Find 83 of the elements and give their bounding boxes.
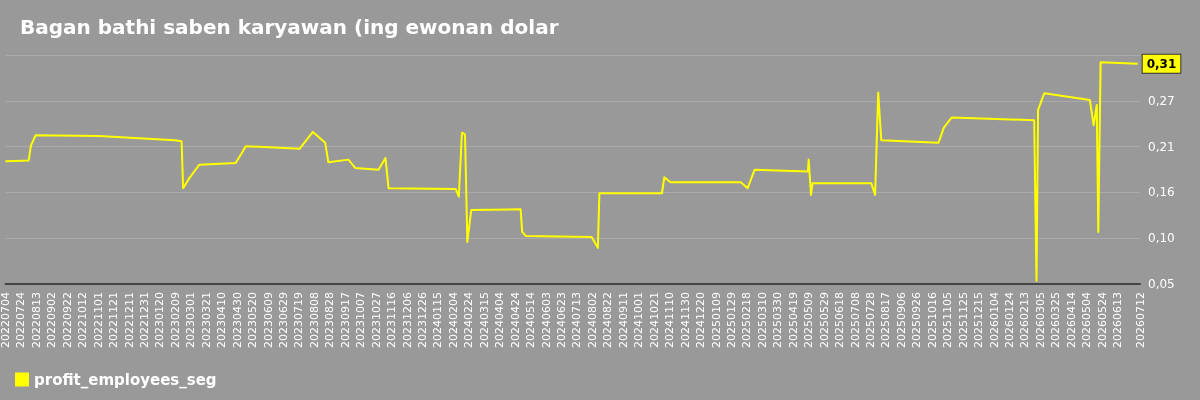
x-tick-label: 20221231 [138, 292, 152, 348]
x-tick-label: 20250728 [863, 292, 877, 348]
x-tick-label: 20240115 [431, 292, 445, 348]
x-tick-label: 20231206 [400, 292, 414, 348]
x-tick-label: 20250529 [817, 292, 831, 348]
x-tick-label: 20241021 [647, 292, 661, 348]
x-tick-label: 20250817 [879, 292, 893, 348]
x-tick-label: 20220922 [60, 292, 74, 348]
x-tick-label: 20240802 [585, 292, 599, 348]
y-tick-label: 0,10 [1148, 231, 1175, 246]
legend-label: profit_employees_seg [34, 370, 217, 389]
y-tick-label: 0,16 [1148, 185, 1175, 200]
x-tick-label: 20220724 [14, 292, 28, 348]
x-tick-label: 20260414 [1064, 292, 1078, 348]
x-tick-label: 20230430 [230, 292, 244, 348]
x-tick-label: 20260305 [1033, 292, 1047, 348]
x-tick-label: 20230808 [307, 292, 321, 348]
x-tick-label: 20251016 [925, 292, 939, 348]
x-tick-label: 20260712 [1133, 292, 1147, 348]
x-tick-label: 20230917 [338, 292, 352, 348]
x-tick-label: 20250509 [802, 292, 816, 348]
x-tick-label: 20260124 [1002, 292, 1016, 348]
x-tick-label: 20260504 [1080, 292, 1094, 348]
x-tick-label: 20250926 [910, 292, 924, 348]
x-tick-label: 20220813 [29, 292, 43, 348]
x-tick-label: 20230301 [184, 292, 198, 348]
x-tick-label: 20241001 [632, 292, 646, 348]
x-tick-label: 20240623 [555, 292, 569, 348]
x-tick-label: 20260524 [1095, 292, 1109, 348]
x-tick-label: 20231226 [416, 292, 430, 348]
x-tick-label: 20250310 [755, 292, 769, 348]
x-tick-label: 20250109 [709, 292, 723, 348]
data-label: 0,31 [1146, 56, 1177, 71]
x-tick-label: 20221101 [91, 292, 105, 348]
x-tick-label: 20240603 [539, 292, 553, 348]
x-tick-label: 20241220 [694, 292, 708, 348]
y-tick-label: 0,27 [1148, 93, 1175, 108]
x-tick-label: 20250419 [786, 292, 800, 348]
x-tick-label: 20251105 [941, 292, 955, 348]
x-tick-label: 20250218 [740, 292, 754, 348]
x-tick-label: 20250129 [724, 292, 738, 348]
x-tick-label: 20220704 [0, 292, 12, 348]
x-tick-label: 20241130 [678, 292, 692, 348]
x-tick-label: 20250708 [848, 292, 862, 348]
x-tick-label: 20230520 [246, 292, 260, 348]
x-tick-label: 20251215 [972, 292, 986, 348]
x-tick-label: 20241110 [663, 292, 677, 348]
x-tick-label: 20231007 [354, 292, 368, 348]
x-tick-label: 20240822 [601, 292, 615, 348]
x-tick-label: 20230609 [261, 292, 275, 348]
x-tick-label: 20240315 [477, 292, 491, 348]
x-tick-label: 20230410 [215, 292, 229, 348]
x-tick-label: 20221012 [76, 292, 90, 348]
x-tick-label: 20221211 [122, 292, 136, 348]
y-tick-label: 0,05 [1148, 277, 1175, 291]
x-tick-label: 20231027 [369, 292, 383, 348]
y-tick-label: 0,21 [1148, 139, 1175, 154]
x-tick-label: 20250906 [894, 292, 908, 348]
line-series [4, 61, 1139, 282]
x-tick-label: 20240204 [446, 292, 460, 348]
x-tick-label: 20220902 [45, 292, 59, 348]
x-tick-label: 20230321 [199, 292, 213, 348]
chart-title: Bagan bathi saben karyawan (ing ewonan dolar [20, 15, 559, 39]
x-tick-label: 20260613 [1111, 292, 1125, 348]
x-tick-label: 20230719 [292, 292, 306, 348]
x-tick-label: 20240424 [508, 292, 522, 348]
x-tick-label: 20231116 [385, 292, 399, 348]
x-tick-label: 20250618 [833, 292, 847, 348]
x-tick-label: 20240911 [616, 292, 630, 348]
x-tick-label: 20251125 [956, 292, 970, 348]
x-tick-label: 20240713 [570, 292, 584, 348]
x-tick-label: 20240404 [493, 292, 507, 348]
x-tick-label: 20260213 [1018, 292, 1032, 348]
x-tick-label: 20240224 [462, 292, 476, 348]
x-tick-label: 20230629 [277, 292, 291, 348]
x-tick-label: 20260325 [1049, 292, 1063, 348]
x-tick-label: 20230120 [153, 292, 167, 348]
x-tick-label: 20260104 [987, 292, 1001, 348]
x-tick-label: 20230828 [323, 292, 337, 348]
x-tick-label: 20250330 [771, 292, 785, 348]
x-tick-label: 20240514 [524, 292, 538, 348]
x-tick-label: 20230209 [168, 292, 182, 348]
x-tick-label: 20221121 [107, 292, 121, 348]
